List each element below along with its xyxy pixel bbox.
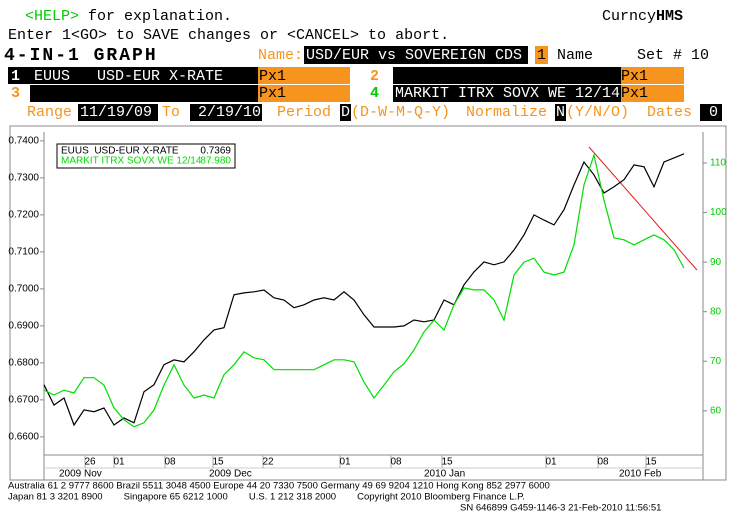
- multiplier[interactable]: x1: [630, 85, 648, 102]
- help-text: for explanation.: [79, 8, 232, 25]
- instruction: Enter 1<GO> to SAVE changes or <CANCEL> …: [8, 27, 449, 44]
- dates[interactable]: 0: [709, 104, 718, 121]
- y2-tick-label: 100: [710, 207, 727, 218]
- name-field[interactable]: [304, 46, 528, 64]
- x-tick-label: 08: [597, 457, 609, 468]
- to-label: To: [162, 104, 180, 121]
- security-num: 3: [11, 85, 20, 102]
- multiplier[interactable]: x1: [630, 68, 648, 85]
- x-tick-label: 08: [164, 457, 176, 468]
- title: 4-IN-1 GRAPH: [4, 46, 158, 66]
- series-line: [43, 152, 685, 428]
- month-label: 2010 Feb: [619, 469, 662, 480]
- plot: 0.7400 0.7300 0.7200 0.7100 0.7000 0.6900 0.68…: [8, 136, 727, 480]
- to-field[interactable]: [190, 104, 262, 121]
- month-label: 2010 Jan: [424, 469, 465, 480]
- x-tick-label: 22: [262, 457, 274, 468]
- multiplier[interactable]: x1: [268, 68, 286, 85]
- help-key[interactable]: <HELP>: [25, 8, 79, 25]
- footer-line: SN 646899 G459-1146-3 21-Feb-2010 11:56:…: [460, 503, 661, 514]
- trend-line: [588, 146, 698, 271]
- price-field: P: [621, 68, 630, 85]
- period[interactable]: D: [341, 104, 350, 121]
- y-tick-label: 0.7000: [8, 284, 39, 295]
- to[interactable]: 2/19/10: [198, 104, 261, 121]
- from-field[interactable]: [78, 104, 158, 121]
- x-tick-label: 26: [84, 457, 96, 468]
- series-line: [43, 153, 685, 427]
- name-label: Name:: [258, 47, 303, 64]
- price-field: P: [259, 68, 268, 85]
- normalize-label: Normalize: [466, 104, 547, 121]
- dates-label: Dates: [647, 104, 692, 121]
- security-field[interactable]: [393, 67, 621, 84]
- from[interactable]: 11/19/09: [80, 104, 152, 121]
- x-tick-label: 15: [441, 457, 453, 468]
- y-tick-label: 0.6800: [8, 358, 39, 369]
- set: Set # 10: [637, 47, 709, 64]
- security-field[interactable]: [393, 85, 621, 102]
- mult-field[interactable]: [258, 67, 350, 84]
- x-tick-label: 01: [545, 457, 557, 468]
- legend-box: [56, 143, 236, 169]
- legend-name: MARKIT ITRX SOVX WE 12/14: [61, 156, 202, 167]
- x-tick-label: 01: [339, 457, 351, 468]
- y2-tick-label: 90: [710, 257, 722, 268]
- y-tick-label: 0.7100: [8, 247, 39, 258]
- period-field[interactable]: [340, 104, 351, 121]
- y2-tick-label: 110: [710, 158, 726, 169]
- y-tick-label: 0.6700: [8, 395, 39, 406]
- price-field: P: [259, 85, 268, 102]
- multiplier[interactable]: x1: [268, 85, 286, 102]
- chart-frame: [9, 125, 727, 481]
- security-field[interactable]: [8, 67, 258, 84]
- y2-tick-label: 60: [710, 406, 722, 417]
- function: HMS: [656, 8, 683, 25]
- y-tick-label: 0.6900: [8, 321, 39, 332]
- price-field: P: [621, 85, 630, 102]
- name-button[interactable]: Name: [557, 47, 593, 64]
- x-tick-label: 15: [212, 457, 224, 468]
- x-tick-label: 08: [390, 457, 402, 468]
- security-ticker[interactable]: EUUS USD-EUR X-RATE: [34, 68, 223, 85]
- x-tick-label: 15: [645, 457, 657, 468]
- y-tick-label: 0.7300: [8, 173, 39, 184]
- name[interactable]: USD/EUR vs SOVEREIGN CDS: [306, 47, 522, 64]
- y-tick-label: 0.7400: [8, 136, 39, 147]
- y2-tick-label: 70: [710, 356, 722, 367]
- security-num: 2: [370, 68, 379, 85]
- legend-value: 87.980: [200, 156, 231, 167]
- range-label: Range: [27, 104, 72, 121]
- name-key[interactable]: 1: [537, 47, 546, 64]
- security-num: 4: [370, 85, 379, 102]
- normalize-field[interactable]: [555, 104, 566, 121]
- y-tick-label: 0.6600: [8, 432, 39, 443]
- footer-line: Japan 81 3 3201 8900 Singapore 65 6212 1…: [8, 492, 525, 503]
- mult-field[interactable]: [621, 67, 684, 84]
- month-label: 2009 Dec: [209, 469, 252, 480]
- dates-field[interactable]: [700, 104, 722, 121]
- legend-name: EUUS USD-EUR X-RATE: [61, 146, 179, 157]
- x-tick-label: 01: [113, 457, 125, 468]
- normalize[interactable]: N: [556, 104, 565, 121]
- y2-tick-label: 80: [710, 306, 722, 317]
- security-num: 1: [11, 68, 20, 85]
- footer-line: Australia 61 2 9777 8600 Brazil 5511 304…: [8, 481, 550, 492]
- mult-field[interactable]: [621, 85, 684, 102]
- legend-value: 0.7369: [200, 146, 231, 157]
- security-type: Curncy: [602, 8, 656, 25]
- month-label: 2009 Nov: [59, 469, 102, 480]
- period-label: Period: [277, 104, 331, 121]
- mult-field[interactable]: [258, 85, 350, 102]
- period-options: (D-W-M-Q-Y): [351, 104, 450, 121]
- y-tick-label: 0.7200: [8, 210, 39, 221]
- name-key-box[interactable]: [535, 46, 548, 64]
- security-ticker[interactable]: MARKIT ITRX SOVX WE 12/14: [395, 85, 620, 102]
- security-field[interactable]: [30, 85, 258, 102]
- normalize-options: (Y/N/O): [566, 104, 629, 121]
